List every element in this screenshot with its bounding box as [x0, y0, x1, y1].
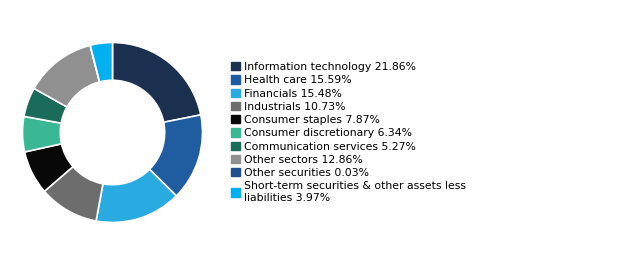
Wedge shape	[24, 144, 73, 191]
Wedge shape	[112, 42, 201, 122]
Wedge shape	[24, 89, 67, 123]
Wedge shape	[149, 115, 202, 196]
Wedge shape	[96, 169, 176, 223]
Wedge shape	[22, 116, 61, 152]
Wedge shape	[90, 42, 112, 82]
Legend: Information technology 21.86%, Health care 15.59%, Financials 15.48%, Industrial: Information technology 21.86%, Health ca…	[231, 62, 466, 203]
Wedge shape	[34, 45, 99, 107]
Wedge shape	[90, 45, 99, 82]
Wedge shape	[44, 167, 103, 221]
